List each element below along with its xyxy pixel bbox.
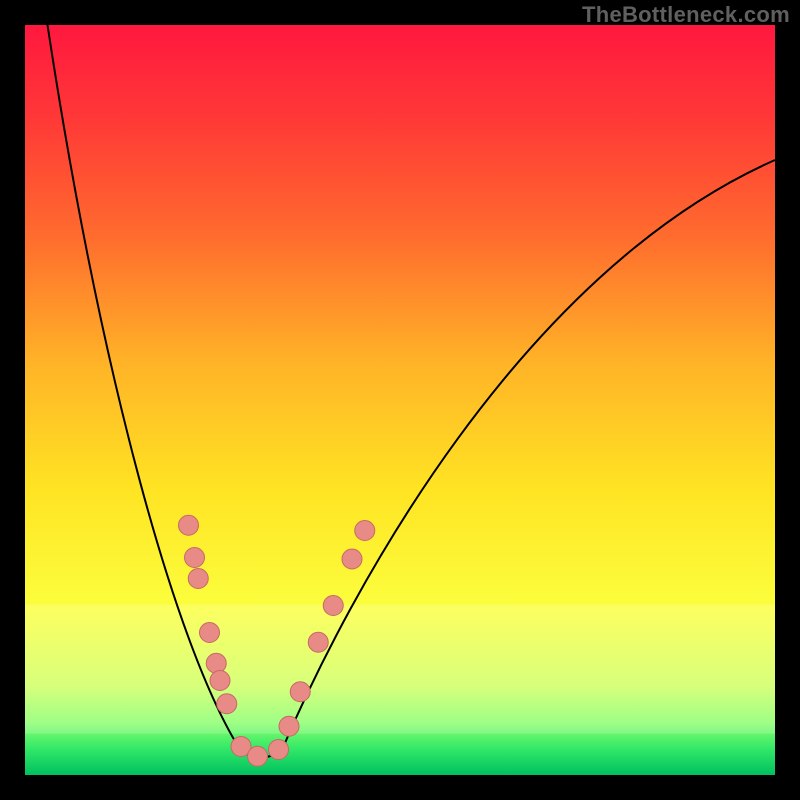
highlight-band: [25, 605, 775, 734]
marker-dot: [188, 569, 208, 589]
marker-dot: [355, 521, 375, 541]
marker-dot: [323, 596, 343, 616]
marker-dot: [206, 653, 226, 673]
marker-dot: [210, 671, 230, 691]
marker-dot: [185, 548, 205, 568]
marker-dot: [179, 515, 199, 535]
plot-svg: [0, 0, 800, 800]
marker-dot: [269, 740, 289, 760]
image-root: TheBottleneck.com: [0, 0, 800, 800]
marker-dot: [200, 623, 220, 643]
marker-dot: [290, 682, 310, 702]
marker-dot: [342, 549, 362, 569]
marker-dot: [279, 716, 299, 736]
watermark-text: TheBottleneck.com: [582, 2, 790, 28]
marker-dot: [248, 746, 268, 766]
marker-dot: [217, 694, 237, 714]
marker-dot: [308, 632, 328, 652]
